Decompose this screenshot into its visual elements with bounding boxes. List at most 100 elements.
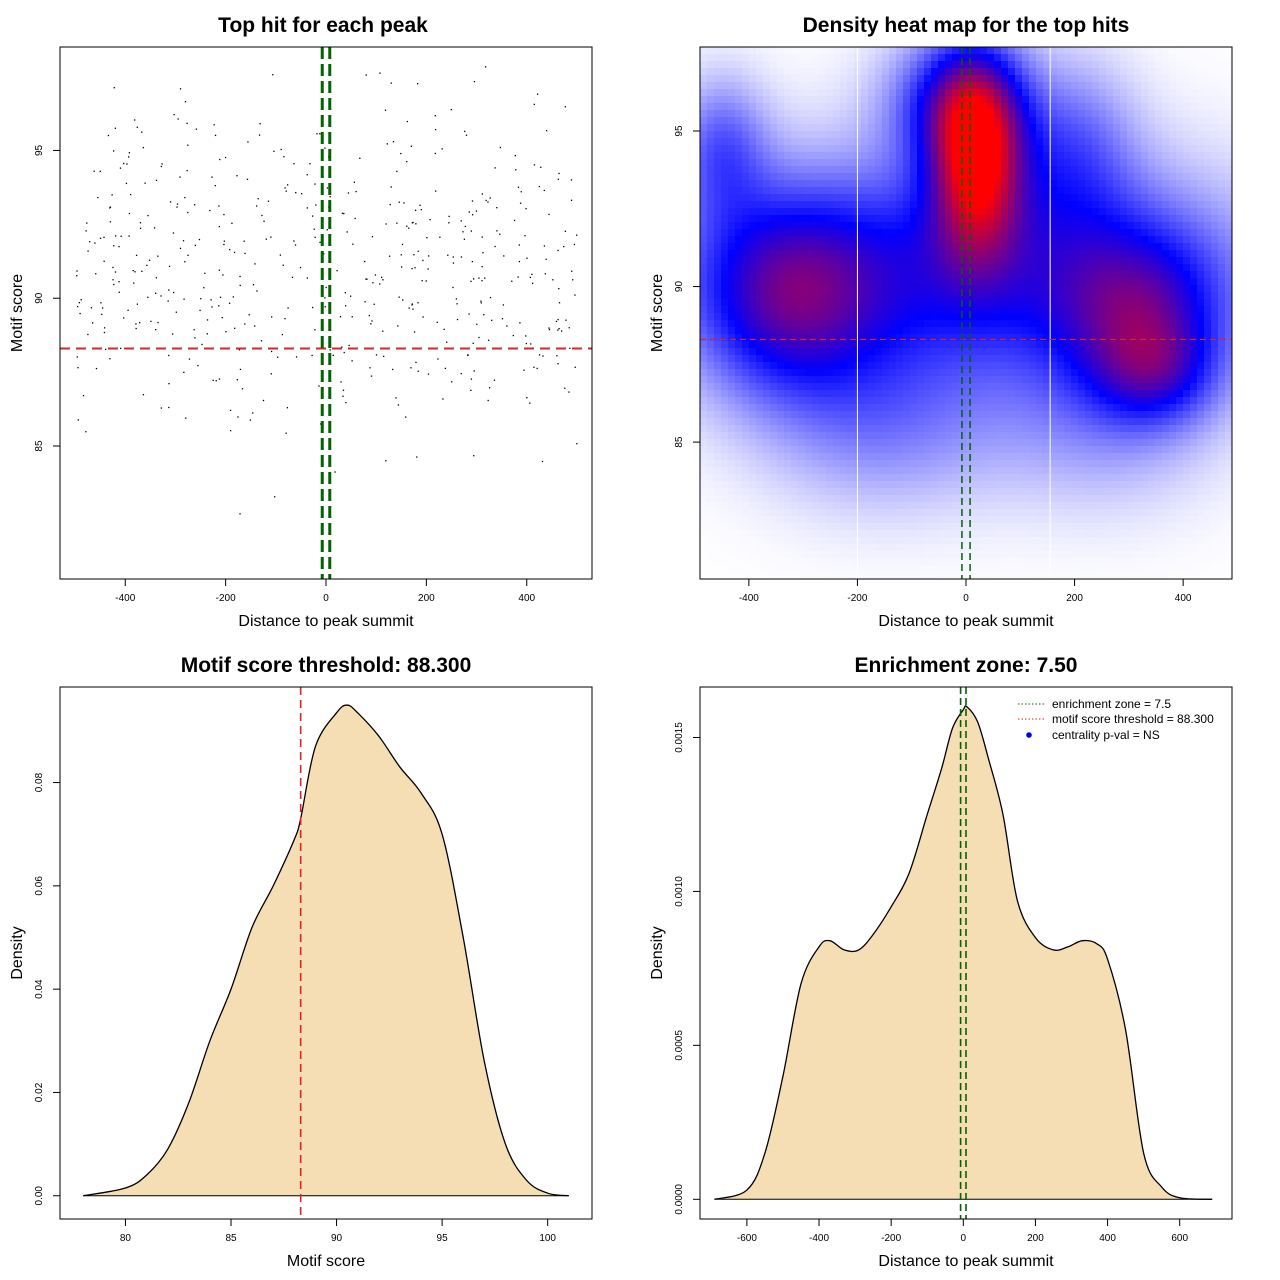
heatmap-cell — [980, 201, 988, 209]
heatmap-cell — [952, 208, 960, 216]
heatmap-cell — [749, 362, 757, 370]
heatmap-cell — [1029, 439, 1037, 447]
scatter-point — [415, 361, 417, 364]
heatmap-cell — [763, 348, 771, 356]
heatmap-cell — [917, 376, 925, 384]
heatmap-cell — [931, 229, 939, 237]
heatmap-cell — [938, 54, 946, 62]
heatmap-cell — [1050, 432, 1058, 440]
heatmap-cell — [952, 572, 960, 579]
heatmap-cell — [763, 313, 771, 321]
heatmap-cell — [973, 446, 981, 454]
heatmap-cell — [1099, 208, 1107, 216]
scatter-point — [119, 167, 122, 169]
heatmap-cell — [742, 313, 750, 321]
heatmap-cell — [1092, 404, 1100, 412]
heatmap-cell — [798, 61, 806, 69]
heatmap-cell — [952, 390, 960, 398]
heatmap-cell — [868, 292, 876, 300]
heatmap-cell — [917, 460, 925, 468]
heatmap-cell — [931, 306, 939, 314]
heatmap-cell — [861, 495, 869, 503]
scatter-point — [286, 407, 289, 409]
scatter-point — [187, 144, 189, 146]
heatmap-cell — [889, 334, 897, 342]
heatmap-cell — [735, 208, 743, 216]
heatmap-cell — [1036, 208, 1044, 216]
heatmap-cell — [889, 299, 897, 307]
heatmap-cell — [728, 124, 736, 132]
heatmap-cell — [1050, 509, 1058, 517]
heatmap-cell — [966, 117, 974, 125]
heatmap-cell — [875, 460, 883, 468]
heatmap-cell — [868, 565, 876, 573]
heatmap-cell — [889, 390, 897, 398]
heatmap-cell — [700, 544, 708, 552]
heatmap-cell — [728, 551, 736, 559]
heatmap-cell — [784, 96, 792, 104]
heatmap-cell — [1029, 390, 1037, 398]
heatmap-cell — [791, 334, 799, 342]
heatmap-cell — [770, 201, 778, 209]
heatmap-cell — [1071, 131, 1079, 139]
heatmap-cell — [889, 565, 897, 573]
heatmap-cell — [903, 404, 911, 412]
heatmap-cell — [700, 418, 708, 426]
heatmap-cell — [1099, 439, 1107, 447]
heatmap-cell — [742, 495, 750, 503]
heatmap-cell — [742, 509, 750, 517]
heatmap-cell — [1078, 166, 1086, 174]
heatmap-cell — [840, 425, 848, 433]
heatmap-cell — [903, 138, 911, 146]
scatter-point — [252, 412, 254, 414]
heatmap-cell — [840, 341, 848, 349]
heatmap-cell — [735, 110, 743, 118]
heatmap-cell — [1099, 432, 1107, 440]
heatmap-cell — [812, 544, 820, 552]
heatmap-cell — [959, 495, 967, 503]
heatmap-cell — [791, 82, 799, 90]
heatmap-cell — [1050, 516, 1058, 524]
scatter-point — [441, 148, 443, 150]
heatmap-cell — [882, 215, 890, 223]
heatmap-cell — [1036, 271, 1044, 279]
scatter-point — [256, 290, 258, 292]
heatmap-cell — [833, 103, 841, 111]
heatmap-cell — [735, 68, 743, 76]
heatmap-cell — [903, 159, 911, 167]
heatmap-cell — [1036, 523, 1044, 531]
heatmap-cell — [924, 376, 932, 384]
heatmap-cell — [1064, 327, 1072, 335]
heatmap-cell — [994, 145, 1002, 153]
scatter-point — [100, 302, 102, 304]
scatter-point — [85, 230, 87, 232]
heatmap-cell — [973, 460, 981, 468]
scatter-point — [533, 103, 535, 106]
scatter-point — [385, 460, 387, 462]
heatmap-cell — [959, 292, 967, 300]
scatter-point — [188, 358, 191, 360]
heatmap-cell — [994, 89, 1002, 97]
heatmap-cell — [987, 194, 995, 202]
scatter-point — [271, 316, 273, 318]
heatmap-cell — [945, 355, 953, 363]
scatter-point — [123, 162, 125, 165]
heatmap-cell — [805, 117, 813, 125]
heatmap-cell — [945, 481, 953, 489]
heatmap-cell — [896, 523, 904, 531]
scatter-point — [295, 356, 298, 358]
scatter-point — [452, 286, 454, 289]
heatmap-cell — [945, 47, 953, 55]
heatmap-cell — [1064, 467, 1072, 475]
scatter-point — [334, 471, 336, 473]
heatmap-cell — [1071, 124, 1079, 132]
scatter-point — [512, 334, 514, 337]
heatmap-cell — [1001, 152, 1009, 160]
heatmap-cell — [819, 467, 827, 475]
heatmap-cell — [1022, 152, 1030, 160]
scatter-point — [206, 333, 208, 335]
heatmap-cell — [924, 257, 932, 265]
heatmap-cell — [875, 131, 883, 139]
scatter-point — [396, 222, 398, 224]
scatter-point — [557, 329, 559, 331]
